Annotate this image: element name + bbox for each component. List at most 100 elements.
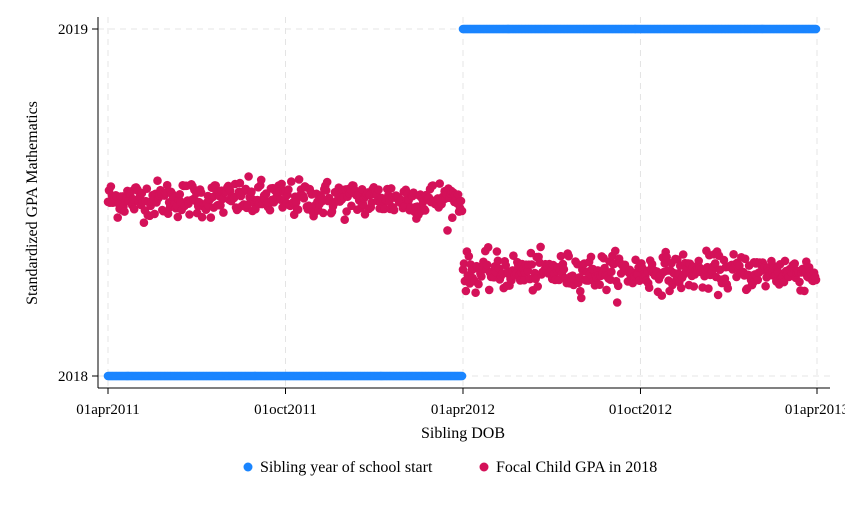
focal-gpa-point — [206, 213, 216, 222]
focal-gpa-point — [139, 218, 149, 227]
focal-gpa-point — [595, 280, 604, 290]
focal-gpa-point — [265, 205, 275, 215]
focal-gpa-point — [501, 261, 511, 270]
focal-gpa-point — [386, 184, 396, 193]
focal-gpa-point — [482, 260, 492, 270]
focal-gpa-point — [600, 263, 609, 273]
x-tick-label: 01oct2012 — [609, 402, 672, 418]
focal-gpa-point — [120, 207, 129, 216]
focal-gpa-point — [611, 246, 620, 256]
focal-gpa-point — [644, 283, 654, 293]
focal-gpa-point — [576, 286, 585, 296]
focal-gpa-point — [443, 226, 452, 235]
focal-gpa-point — [163, 209, 173, 218]
focal-gpa-point — [340, 215, 350, 224]
focal-gpa-point — [293, 205, 303, 214]
y-tick-label: 2019 — [58, 22, 88, 38]
x-tick-label: 01apr2011 — [76, 402, 140, 418]
legend-label-sibling-year: Sibling year of school start — [260, 459, 433, 476]
x-axis-title: Sibling DOB — [421, 425, 505, 442]
focal-gpa-point — [780, 256, 790, 266]
focal-gpa-point — [420, 206, 430, 215]
focal-gpa-point — [735, 261, 744, 271]
focal-gpa-point — [533, 282, 542, 291]
focal-gpa-point — [740, 254, 750, 264]
sibling-year-point — [457, 371, 467, 381]
x-tick-label: 01apr2013 — [785, 402, 845, 418]
focal-gpa-point — [113, 213, 122, 222]
sibling-year-point — [811, 24, 821, 34]
y-ticks: 2018 2019 — [58, 22, 98, 385]
focal-gpa-point — [247, 187, 256, 196]
focal-gpa-point — [559, 265, 569, 274]
y-tick-label: 2018 — [58, 369, 88, 385]
focal-gpa-point — [795, 277, 804, 287]
x-tick-label: 01oct2011 — [254, 402, 317, 418]
focal-gpa-point — [319, 208, 328, 218]
focal-gpa-point — [607, 267, 616, 277]
focal-gpa-point — [457, 206, 467, 216]
focal-gpa-point — [612, 298, 622, 307]
focal-gpa-point — [256, 175, 266, 185]
focal-gpa-point — [474, 279, 483, 289]
focal-gpa-point — [277, 179, 286, 189]
focal-gpa-point — [573, 259, 582, 269]
focal-gpa-point — [710, 259, 720, 268]
focal-gpa-point — [586, 252, 596, 262]
focal-gpa-point — [704, 284, 713, 293]
focal-gpa-point — [628, 278, 637, 288]
focal-gpa-point — [719, 255, 729, 265]
focal-gpa-point — [523, 266, 533, 276]
focal-gpa-point — [129, 204, 139, 214]
focal-gpa-point — [729, 250, 738, 259]
focal-gpa-point — [173, 212, 183, 222]
focal-gpa-point — [694, 256, 703, 266]
focal-gpa-point — [471, 288, 480, 298]
focal-gpa-point — [243, 200, 252, 209]
focal-gpa-point — [484, 285, 494, 295]
focal-gpa-point — [321, 186, 331, 195]
legend-marker-focal-gpa — [479, 462, 489, 472]
focal-gpa-point — [527, 260, 537, 269]
focal-gpa-point — [389, 205, 399, 215]
focal-gpa-point — [197, 212, 207, 222]
focal-gpa-point — [657, 291, 667, 300]
focal-gpa-point — [464, 251, 474, 261]
focal-gpa-point — [435, 179, 445, 188]
focal-gpa-point — [790, 259, 799, 268]
focal-gpa-point — [287, 177, 296, 186]
y-axis-title: Standardized GPA Mathematics — [24, 101, 41, 305]
legend: Sibling year of school start Focal Child… — [243, 459, 657, 476]
focal-gpa-point — [106, 182, 116, 191]
focal-gpa-point — [229, 193, 239, 203]
focal-gpa-point — [556, 251, 566, 261]
focal-gpa-point — [185, 210, 194, 219]
focal-gpa-point — [577, 293, 586, 303]
focal-gpa-point — [162, 180, 172, 190]
focal-gpa-point — [374, 185, 383, 194]
focal-gpa-point — [493, 256, 503, 266]
focal-gpa-point — [196, 188, 206, 197]
focal-gpa-point — [150, 209, 159, 219]
focal-gpa-point — [456, 196, 466, 206]
focal-gpa-point — [299, 194, 309, 203]
focal-gpa-point — [153, 176, 162, 185]
focal-gpa-point — [564, 251, 573, 261]
focal-gpa-point — [689, 282, 699, 291]
focal-gpa-point — [483, 243, 493, 252]
focal-gpa-point — [461, 286, 471, 296]
focal-gpa-point — [453, 190, 463, 199]
focal-gpa-point — [459, 259, 469, 268]
focal-gpa-point — [142, 184, 152, 193]
focal-gpa-point — [761, 281, 770, 291]
focal-gpa-point — [235, 178, 245, 188]
focal-gpa-point — [536, 242, 545, 252]
axes — [97, 17, 830, 389]
x-ticks: 01apr2011 01oct2011 01apr2012 01oct2012 01ap… — [76, 388, 845, 418]
focal-gpa-point — [753, 275, 763, 285]
focal-gpa-point — [713, 290, 723, 300]
focal-gpa-point — [602, 285, 611, 295]
series-sibling-year — [103, 24, 821, 381]
focal-gpa-point — [678, 250, 688, 259]
